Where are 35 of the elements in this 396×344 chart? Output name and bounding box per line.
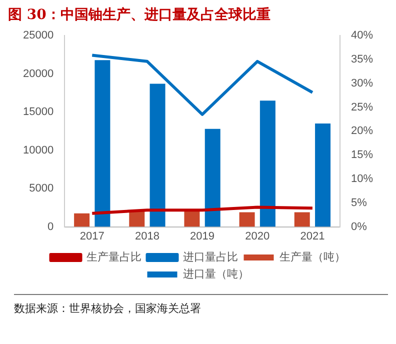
y2-tick-label: 30% xyxy=(350,77,374,90)
y-tick-label: 15000 xyxy=(22,106,54,118)
legend-label: 生产量（吨） xyxy=(279,250,346,264)
bar xyxy=(150,84,166,227)
legend-label: 进口量占比 xyxy=(182,250,238,264)
y-tick-label: 5000 xyxy=(29,182,54,195)
y-tick-label: 25000 xyxy=(22,30,54,42)
bar xyxy=(74,213,90,227)
legend-label: 生产量占比 xyxy=(86,250,142,264)
y2-tick-label: 35% xyxy=(350,54,374,66)
x-tick-label: 2018 xyxy=(134,230,160,242)
bar xyxy=(184,212,200,227)
x-tick-label: 2017 xyxy=(80,230,104,242)
bar xyxy=(239,212,255,227)
x-tick-label: 2020 xyxy=(245,230,270,242)
bar xyxy=(129,212,145,227)
y2-tick-label: 25% xyxy=(350,101,374,114)
bar xyxy=(260,100,276,227)
bar xyxy=(315,124,331,227)
bar xyxy=(204,128,220,227)
legend-label: 进口量（吨） xyxy=(182,268,249,281)
y2-tick-label: 15% xyxy=(350,149,374,162)
y-tick-label: 10000 xyxy=(22,144,54,156)
bar xyxy=(294,212,310,227)
y2-tick-label: 5% xyxy=(350,196,368,209)
y-tick-label: 20000 xyxy=(22,68,54,80)
y2-tick-label: 0% xyxy=(350,220,368,233)
y-tick-label: 0 xyxy=(47,220,54,233)
y2-tick-label: 20% xyxy=(350,125,374,138)
x-tick-label: 2019 xyxy=(190,230,215,242)
chart-title: 图 30：中国铀生产、进口量及占全球比重 xyxy=(7,6,272,25)
source-note: 数据来源：世界核协会，国家海关总署 xyxy=(14,294,388,316)
y2-tick-label: 40% xyxy=(350,30,374,42)
x-tick-label: 2021 xyxy=(300,230,325,242)
y2-tick-label: 10% xyxy=(350,173,374,186)
